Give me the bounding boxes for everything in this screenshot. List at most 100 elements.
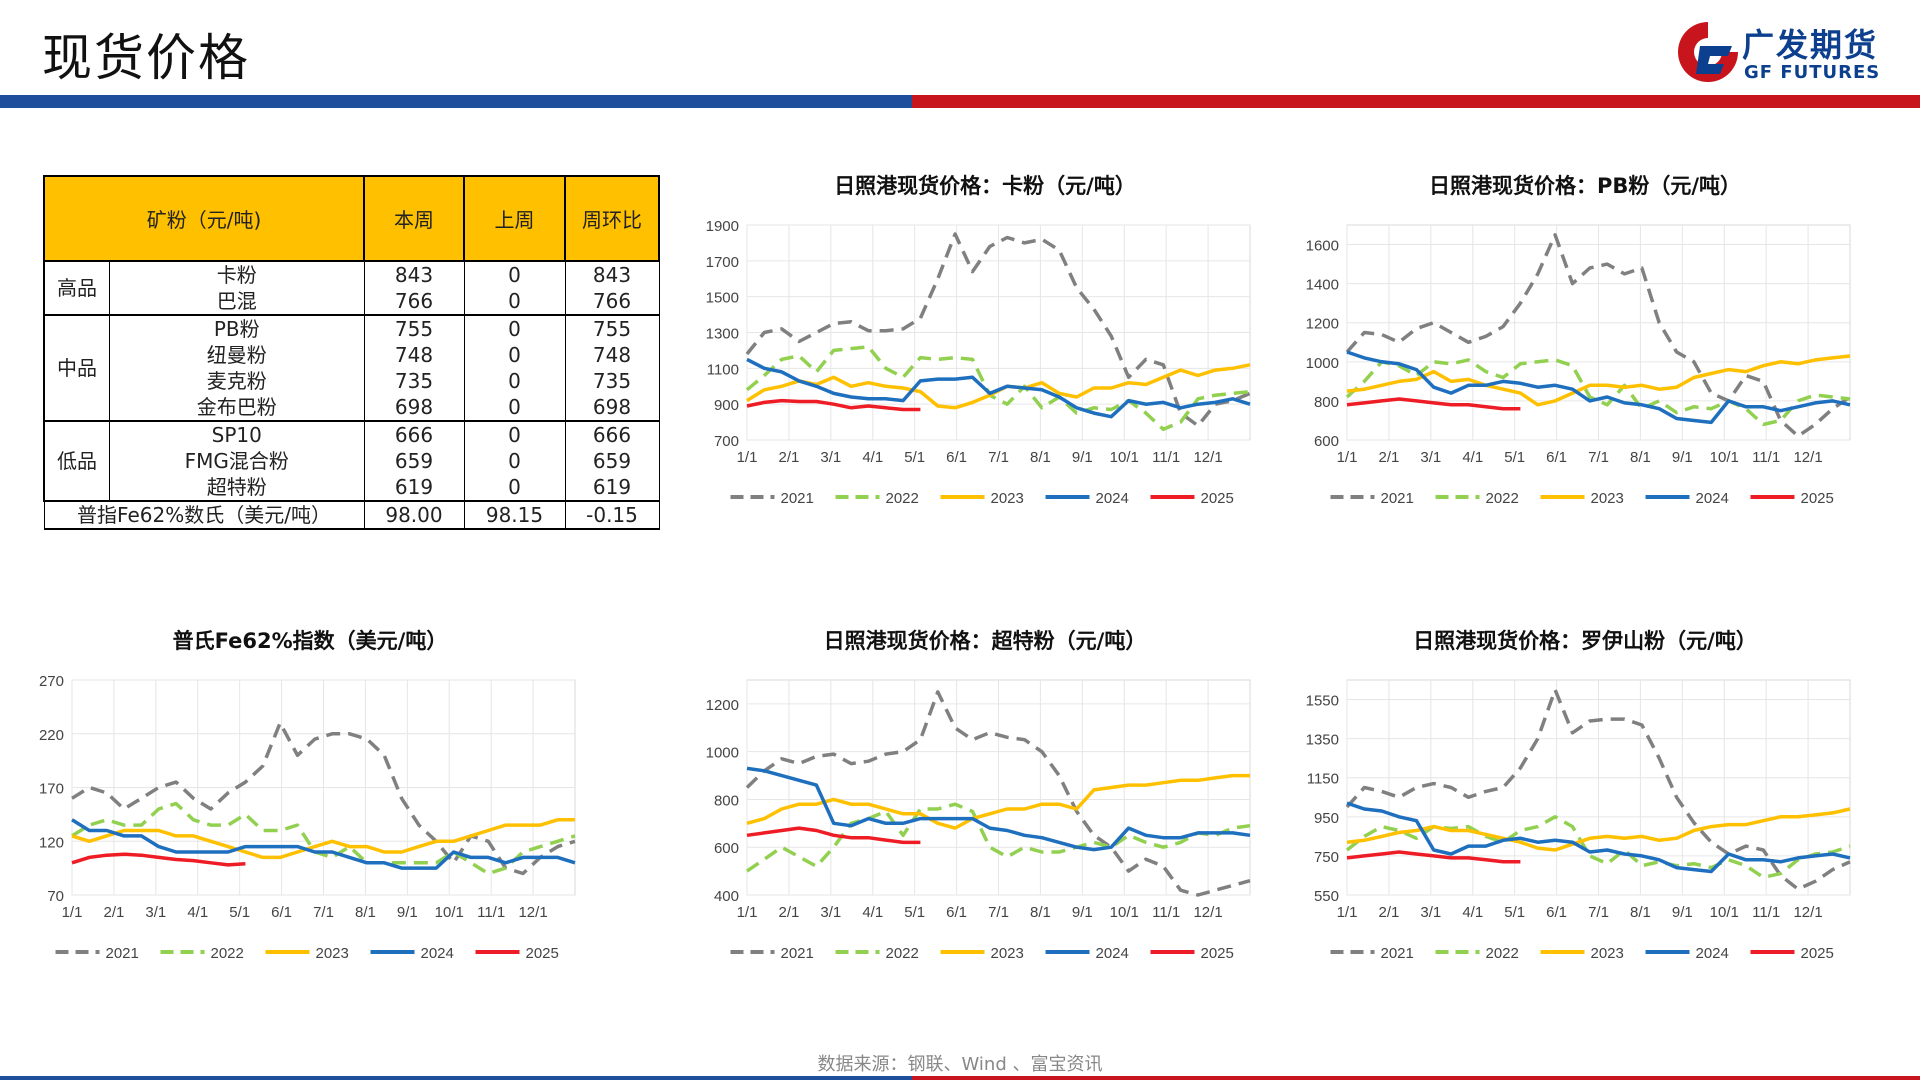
- legend-label: 2022: [886, 945, 919, 962]
- x-tick-label: 9/1: [1672, 449, 1693, 466]
- table-row: 超特粉 619 0 619: [44, 474, 660, 501]
- x-tick-label: 9/1: [397, 904, 418, 921]
- logo-text-en: GF FUTURES: [1744, 62, 1881, 83]
- price-cell: 766: [564, 288, 660, 315]
- legend-label: 2023: [1591, 490, 1624, 507]
- price-cell: 748: [564, 342, 660, 368]
- y-tick-label: 700: [714, 433, 739, 450]
- x-tick-label: 2/1: [778, 904, 799, 921]
- table-row: FMG混合粉 659 0 659: [44, 448, 660, 474]
- x-tick-label: 10/1: [1710, 904, 1739, 921]
- x-tick-label: 5/1: [1504, 449, 1525, 466]
- x-tick-label: 1/1: [62, 904, 83, 921]
- table-header-row: 矿粉（元/吨) 本周 上周 周环比: [43, 175, 660, 262]
- header-bar-red: [912, 95, 1920, 108]
- legend-label: 2021: [781, 490, 814, 507]
- chart-kafen: 日照港现货价格：卡粉（元/吨） 700 900 1100 1300 1500 1700 190…: [695, 165, 1275, 555]
- x-tick-label: 12/1: [1793, 904, 1822, 921]
- ore-name-cell: 麦克粉: [109, 368, 365, 394]
- ore-name-cell: FMG混合粉: [109, 448, 365, 474]
- ore-name-cell: PB粉: [109, 314, 365, 342]
- x-tick-label: 12/1: [1193, 904, 1222, 921]
- x-tick-label: 5/1: [229, 904, 250, 921]
- x-tick-label: 12/1: [518, 904, 547, 921]
- x-tick-label: 3/1: [145, 904, 166, 921]
- series-line-2023: [1346, 354, 1851, 407]
- chart-royhill: 日照港现货价格：罗伊山粉（元/吨） 550 750 950 1150 1350 1550 1/…: [1295, 620, 1875, 1010]
- series-line-2024: [1346, 801, 1851, 874]
- series-line-2024: [1346, 350, 1851, 425]
- table-header-cell: 周环比: [564, 175, 660, 262]
- legend-label: 2022: [1486, 945, 1519, 962]
- y-tick-label: 70: [47, 888, 64, 905]
- table-row: 金布巴粉 698 0 698: [44, 394, 660, 421]
- series-line-2021: [1345, 233, 1851, 438]
- y-tick-label: 950: [1314, 810, 1339, 827]
- series-line-2021: [71, 721, 576, 876]
- y-tick-label: 170: [39, 781, 64, 798]
- ore-name-cell: 纽曼粉: [109, 342, 365, 368]
- gf-logo-icon: [1678, 22, 1738, 82]
- x-tick-label: 5/1: [904, 904, 925, 921]
- legend-label: 2025: [1201, 945, 1234, 962]
- table-header-cell: 本周: [363, 175, 465, 262]
- table-row: 低品 SP10 666 0 666: [43, 420, 660, 502]
- y-tick-label: 800: [1314, 394, 1339, 411]
- index-value-cell: 98.15: [463, 500, 566, 530]
- y-tick-label: 400: [714, 888, 739, 905]
- y-tick-label: 900: [714, 397, 739, 414]
- x-tick-label: 2/1: [1378, 449, 1399, 466]
- table-body: 高品 卡粉 843 0 843 巴混 766 0 766 中品 PB粉 755 0 755 纽曼粉 748 0 7…: [43, 260, 660, 530]
- chart-title: 日照港现货价格：罗伊山粉（元/吨）: [1413, 629, 1757, 653]
- y-tick-label: 1200: [1306, 316, 1339, 333]
- y-tick-label: 220: [39, 727, 64, 744]
- header-bar-blue: [0, 95, 912, 108]
- x-tick-label: 8/1: [1630, 904, 1651, 921]
- x-tick-label: 9/1: [1072, 904, 1093, 921]
- series-line-2025: [746, 826, 921, 845]
- y-tick-label: 120: [39, 834, 64, 851]
- chart-pbfen: 日照港现货价格：PB粉（元/吨） 600 800 1000 1200 1400 1600 1/…: [1295, 165, 1875, 555]
- page-title: 现货价格: [42, 29, 250, 87]
- y-tick-label: 1900: [706, 218, 739, 235]
- data-source-note: 数据来源：钢联、Wind 、富宝资讯: [817, 1054, 1103, 1075]
- table-row: 麦克粉 735 0 735: [44, 368, 660, 394]
- y-tick-label: 1600: [1306, 238, 1339, 255]
- y-tick-label: 1000: [1306, 355, 1339, 372]
- chart-title: 日照港现货价格：超特粉（元/吨）: [824, 629, 1147, 653]
- chart-svg: 日照港现货价格：PB粉（元/吨） 600 800 1000 1200 1400 1600 1/…: [1306, 174, 1851, 507]
- ore-name-cell: 巴混: [109, 288, 365, 315]
- footer-line-red: [912, 1076, 1920, 1080]
- price-cell: 0: [463, 314, 566, 342]
- x-tick-label: 12/1: [1793, 449, 1822, 466]
- table-row: 纽曼粉 748 0 748: [44, 342, 660, 368]
- series-line-2023: [1346, 807, 1851, 852]
- table-row: 高品 卡粉 843 0 843: [43, 260, 660, 316]
- price-cell: 735: [363, 368, 465, 394]
- price-cell: 698: [564, 394, 660, 421]
- price-cell: 666: [564, 420, 660, 448]
- x-tick-label: 9/1: [1672, 904, 1693, 921]
- x-tick-label: 10/1: [435, 904, 464, 921]
- ore-name-cell: 超特粉: [109, 474, 365, 501]
- x-tick-label: 6/1: [271, 904, 292, 921]
- chart-platts-index: 普氏Fe62%指数（美元/吨） 70 120 170 220 270 1/1 2/1 3/1 4/…: [20, 620, 600, 1010]
- table-header-cell: 上周: [463, 175, 566, 262]
- x-tick-label: 9/1: [1072, 449, 1093, 466]
- price-cell: 0: [463, 260, 566, 288]
- x-tick-label: 3/1: [1420, 904, 1441, 921]
- price-cell: 766: [363, 288, 465, 315]
- x-tick-label: 7/1: [1588, 449, 1609, 466]
- series-line-2021: [745, 690, 1251, 897]
- x-tick-label: 8/1: [1630, 449, 1651, 466]
- price-cell: 0: [463, 368, 566, 394]
- x-tick-label: 3/1: [820, 904, 841, 921]
- legend-label: 2023: [316, 945, 349, 962]
- index-name-cell: 普指Fe62%数氏（美元/吨）: [43, 500, 365, 530]
- chart-title: 普氏Fe62%指数（美元/吨）: [173, 629, 448, 653]
- x-tick-label: 10/1: [1110, 449, 1139, 466]
- legend-label: 2022: [886, 490, 919, 507]
- chart-svg: 日照港现货价格：罗伊山粉（元/吨） 550 750 950 1150 1350 1550 1/…: [1306, 629, 1851, 962]
- y-tick-label: 270: [39, 673, 64, 690]
- y-tick-label: 1400: [1306, 277, 1339, 294]
